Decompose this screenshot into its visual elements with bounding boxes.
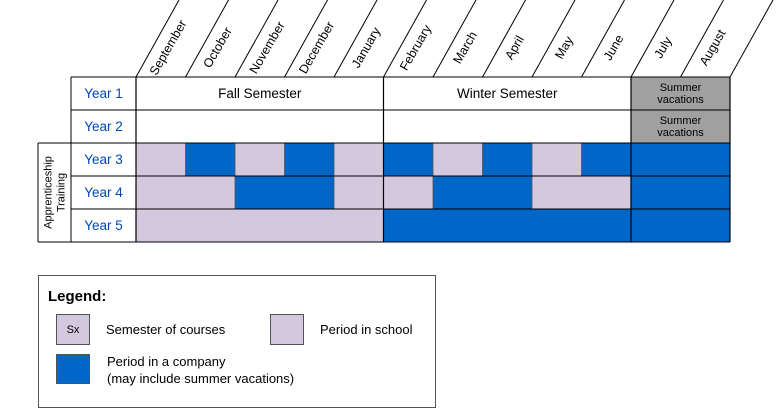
- year-label-3: Year 3: [84, 152, 123, 167]
- schedule-cell-year5-company: [433, 209, 483, 242]
- month-label-august: August: [697, 27, 729, 68]
- period-in-company-line2: (may include summer vacations): [107, 371, 295, 386]
- month-header-divider: [383, 0, 427, 78]
- period-in-school-label: Period in school: [320, 322, 413, 337]
- winter-semester-label: Winter Semester: [457, 86, 558, 101]
- month-header-divider: [531, 0, 576, 78]
- month-label-april: April: [502, 33, 527, 62]
- company-swatch: [56, 354, 90, 384]
- schedule-cell-year3-school: [136, 143, 186, 176]
- semester-of-courses-label: Semester of courses: [106, 322, 226, 337]
- summer-label-line2: vacations: [657, 94, 704, 106]
- schedule-cell-year3-company: [680, 143, 730, 176]
- month-label-november: November: [247, 19, 288, 76]
- schedule-cell-year5-school: [284, 209, 334, 242]
- schedule-cell-year5-company: [680, 209, 730, 242]
- semester-swatch: Sx: [56, 314, 90, 345]
- year-label-5: Year 5: [84, 218, 123, 233]
- schedule-cell-year3-school: [334, 143, 384, 176]
- schedule-cell-year3-company: [631, 143, 681, 176]
- schedule-cell-year4-company: [235, 176, 285, 209]
- month-header-divider: [630, 0, 675, 78]
- schedule-cell-year3-school: [235, 143, 285, 176]
- schedule-cell-year3-school: [433, 143, 483, 176]
- schedule-cell-year3-company: [284, 143, 334, 176]
- legend-box: Legend: Sx Semester of courses Period in…: [38, 275, 436, 408]
- summer-label-line1: Summer: [660, 115, 702, 127]
- school-swatch: [270, 314, 304, 345]
- summer-vacation-cell-year2: [631, 110, 730, 143]
- month-label-january: January: [349, 24, 384, 70]
- month-header-divider: [234, 0, 279, 78]
- summer-label-line1: Summer: [660, 82, 702, 94]
- schedule-cell-year4-company: [482, 176, 532, 209]
- month-header-divider: [581, 0, 625, 78]
- schedule-cell-year3-company: [581, 143, 631, 176]
- month-header-divider: [482, 0, 526, 78]
- month-header-divider: [729, 0, 774, 78]
- month-label-october: October: [200, 25, 234, 71]
- apprenticeship-label-line1: Apprenticeship: [42, 156, 54, 229]
- schedule-cell-year4-company: [433, 176, 483, 209]
- month-header-divider: [432, 0, 477, 78]
- schedule-cell-year5-company: [631, 209, 681, 242]
- schedule-cell-year4-school: [334, 176, 384, 209]
- legend-title: Legend:: [48, 288, 107, 305]
- schedule-cell-year4-school: [581, 176, 631, 209]
- period-in-company-line1: Period in a company: [107, 354, 226, 369]
- schedule-cell-year5-company: [482, 209, 532, 242]
- month-label-july: July: [652, 34, 676, 61]
- month-label-september: September: [147, 18, 190, 78]
- month-header-divider: [333, 0, 378, 78]
- schedule-cell-year3-school: [532, 143, 582, 176]
- schedule-cell-year3-company: [185, 143, 235, 176]
- semester-swatch-label: Sx: [66, 323, 80, 336]
- schedule-cell-year4-school: [383, 176, 433, 209]
- month-label-june: June: [601, 32, 627, 63]
- schedule-cell-year5-company: [532, 209, 582, 242]
- month-label-february: February: [397, 22, 435, 73]
- schedule-cell-year5-school: [334, 209, 384, 242]
- schedule-cell-year3-company: [482, 143, 532, 176]
- apprenticeship-label-line2: Training: [55, 173, 67, 212]
- year-label-2: Year 2: [84, 119, 123, 134]
- schedule-cell-year4-school: [136, 176, 186, 209]
- schedule-cell-year4-company: [284, 176, 334, 209]
- month-header-divider: [680, 0, 724, 78]
- schedule-cell-year5-school: [136, 209, 186, 242]
- schedule-cell-year5-company: [383, 209, 433, 242]
- year-label-1: Year 1: [84, 86, 123, 101]
- year-label-4: Year 4: [84, 185, 123, 200]
- month-header-divider: [185, 0, 229, 78]
- month-header-divider: [135, 0, 180, 78]
- summer-label-line2: vacations: [657, 127, 704, 139]
- fall-semester-label: Fall Semester: [218, 86, 302, 101]
- month-header-divider: [284, 0, 328, 78]
- period-in-company-label: Period in a company (may include summer …: [107, 353, 294, 387]
- month-label-may: May: [552, 33, 576, 61]
- schedule-cell-year4-company: [631, 176, 681, 209]
- schedule-cell-year4-company: [680, 176, 730, 209]
- schedule-cell-year3-company: [383, 143, 433, 176]
- summer-vacation-cell-year1: [631, 77, 730, 110]
- schedule-cell-year4-school: [532, 176, 582, 209]
- schedule-cell-year5-company: [581, 209, 631, 242]
- schedule-cell-year4-school: [185, 176, 235, 209]
- month-label-december: December: [296, 19, 337, 76]
- schedule-cell-year5-school: [185, 209, 235, 242]
- month-label-march: March: [450, 29, 480, 66]
- schedule-cell-year5-school: [235, 209, 285, 242]
